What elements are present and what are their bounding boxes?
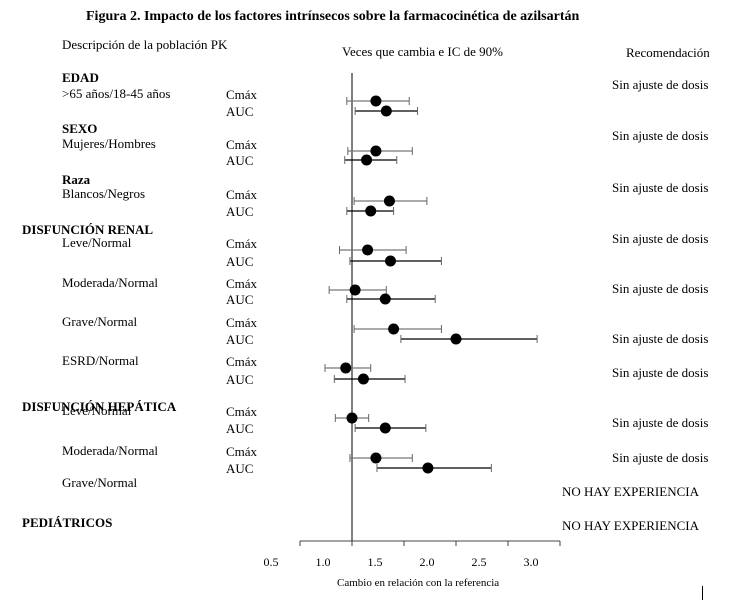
recommendation-text: Sin ajuste de dosis bbox=[612, 281, 709, 296]
param-label: Cmáx bbox=[226, 404, 258, 419]
point-estimate bbox=[340, 362, 352, 374]
param-label: AUC bbox=[226, 461, 254, 476]
subgroup-label: Moderada/Normal bbox=[62, 443, 159, 458]
point-estimate bbox=[422, 462, 434, 474]
param-label: Cmáx bbox=[226, 444, 258, 459]
param-label: AUC bbox=[226, 372, 254, 387]
point-estimate bbox=[349, 284, 361, 296]
param-label: AUC bbox=[226, 153, 254, 168]
subgroup-label: Grave/Normal bbox=[62, 314, 138, 329]
point-estimate bbox=[379, 293, 391, 305]
recommendation-text: Sin ajuste de dosis bbox=[612, 415, 709, 430]
param-label: Cmáx bbox=[226, 354, 258, 369]
subgroup-label: ESRD/Normal bbox=[62, 353, 139, 368]
subgroup-label: >65 años/18-45 años bbox=[62, 86, 171, 101]
param-label: AUC bbox=[226, 254, 254, 269]
recommendation-text: Sin ajuste de dosis bbox=[612, 365, 709, 380]
param-label: AUC bbox=[226, 421, 254, 436]
group-heading: DISFUNCIÓN RENAL bbox=[22, 222, 154, 237]
x-axis-label: Cambio en relación con la referencia bbox=[337, 577, 500, 589]
point-estimate bbox=[365, 205, 377, 217]
subgroup-label: Grave/Normal bbox=[62, 475, 138, 490]
point-estimate bbox=[388, 323, 400, 335]
recommendation-text: NO HAY EXPERIENCIA bbox=[562, 484, 699, 499]
point-estimate bbox=[361, 154, 373, 166]
figure-title: Figura 2. Impacto de los factores intrín… bbox=[86, 9, 580, 24]
point-estimate bbox=[362, 244, 374, 256]
recommendation-text: Sin ajuste de dosis bbox=[612, 231, 709, 246]
page-edge-mark bbox=[702, 586, 703, 600]
x-tick-label: 0.5 bbox=[264, 555, 279, 569]
point-estimate bbox=[346, 412, 358, 424]
x-tick-label: 1.0 bbox=[316, 555, 331, 569]
point-estimate bbox=[383, 195, 395, 207]
param-label: Cmáx bbox=[226, 187, 258, 202]
group-heading: SEXO bbox=[62, 121, 98, 136]
group-heading: Raza bbox=[62, 172, 91, 187]
recommendation-text: Sin ajuste de dosis bbox=[612, 77, 709, 92]
change-header: Veces que cambia e IC de 90% bbox=[342, 44, 503, 59]
param-label: AUC bbox=[226, 204, 254, 219]
subgroup-label: Moderada/Normal bbox=[62, 275, 159, 290]
param-label: AUC bbox=[226, 104, 254, 119]
population-header: Descripción de la población PK bbox=[62, 37, 228, 52]
param-label: Cmáx bbox=[226, 236, 258, 251]
x-tick-label: 3.0 bbox=[524, 555, 539, 569]
group-heading: DISFUNCIÓN HEPÁTICA bbox=[22, 399, 177, 414]
recommendation-text: NO HAY EXPERIENCIA bbox=[562, 518, 699, 533]
subgroup-label: Blancos/Negros bbox=[62, 186, 146, 201]
point-estimate bbox=[384, 255, 396, 267]
param-label: Cmáx bbox=[226, 137, 258, 152]
recommendation-text: Sin ajuste de dosis bbox=[612, 450, 709, 465]
subgroup-label: Leve/Normal bbox=[62, 403, 132, 418]
subgroup-label: Leve/Normal bbox=[62, 235, 132, 250]
point-estimate bbox=[370, 95, 382, 107]
x-tick-label: 2.0 bbox=[420, 555, 435, 569]
param-label: Cmáx bbox=[226, 315, 258, 330]
point-estimate bbox=[379, 422, 391, 434]
group-heading: EDAD bbox=[62, 70, 99, 85]
subgroup-label: Mujeres/Hombres bbox=[62, 136, 156, 151]
x-tick-label: 1.5 bbox=[368, 555, 383, 569]
group-heading: PEDIÁTRICOS bbox=[22, 515, 113, 530]
recommendation-text: Sin ajuste de dosis bbox=[612, 128, 709, 143]
point-estimate bbox=[450, 333, 462, 345]
point-estimate bbox=[370, 145, 382, 157]
param-label: AUC bbox=[226, 332, 254, 347]
param-label: Cmáx bbox=[226, 87, 258, 102]
point-estimate bbox=[357, 373, 369, 385]
point-estimate bbox=[370, 452, 382, 464]
recommendation-header: Recomendación bbox=[626, 45, 710, 60]
x-tick-label: 2.5 bbox=[472, 555, 487, 569]
param-label: Cmáx bbox=[226, 276, 258, 291]
param-label: AUC bbox=[226, 292, 254, 307]
recommendation-text: Sin ajuste de dosis bbox=[612, 331, 709, 346]
recommendation-text: Sin ajuste de dosis bbox=[612, 180, 709, 195]
point-estimate bbox=[380, 105, 392, 117]
